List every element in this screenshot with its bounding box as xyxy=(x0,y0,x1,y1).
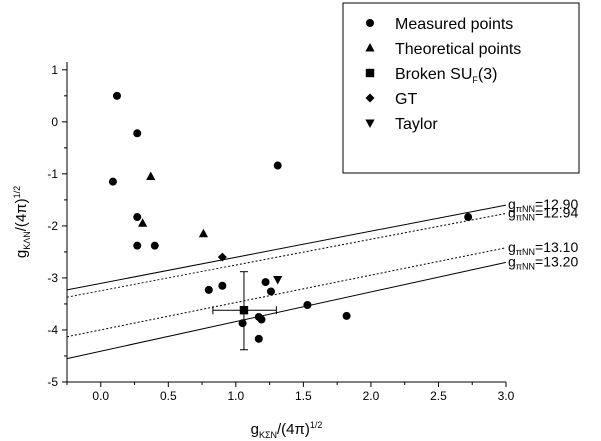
y-axis-title-sup: 1/2 xyxy=(12,186,22,199)
measured-points-point xyxy=(150,241,159,250)
y-tick-label: -1 xyxy=(47,167,58,181)
fit-line-label: gπNN=12.94 xyxy=(508,204,578,222)
measured-points-point xyxy=(218,281,227,290)
x-axis-title-main: g xyxy=(251,421,259,438)
theoretical-points-point xyxy=(198,228,209,238)
taylor-point xyxy=(273,275,283,285)
y-tick-label: 0 xyxy=(51,115,58,129)
measured-points-point xyxy=(257,315,266,324)
fit-line-label: gπNN=13.10 xyxy=(508,239,578,257)
x-tick-label: 1.0 xyxy=(228,389,245,403)
measured-points-point xyxy=(464,213,473,222)
legend-box xyxy=(342,2,580,174)
measured-points-point xyxy=(133,213,142,222)
measured-points-point xyxy=(261,278,270,287)
data-markers xyxy=(108,91,473,351)
legend-label-theoretical-points: Theoretical points xyxy=(395,41,521,58)
legend-label-broken-su-f-3: Broken SUF(3) xyxy=(395,66,497,85)
y-axis-title: gKΛN/(4π)1/2 xyxy=(12,186,32,258)
measured-points-point xyxy=(204,285,213,294)
fit-line-label: gπNN=12.90 xyxy=(508,196,578,214)
legend-label-taylor: Taylor xyxy=(395,116,438,133)
legend-label-gt: GT xyxy=(395,91,417,108)
measured-points-point xyxy=(273,161,282,170)
fit-line-12-94 xyxy=(66,212,507,298)
y-axis-title-tail: /(4π) xyxy=(13,198,30,231)
y-tick-label: -4 xyxy=(47,323,58,337)
y-tick-label: 1 xyxy=(51,63,58,77)
measured-points-point xyxy=(112,91,121,100)
x-tick-label: 1.5 xyxy=(295,389,312,403)
fit-line-13-10 xyxy=(66,247,507,338)
legend: Measured points Theoretical points Broken … xyxy=(342,2,580,174)
x-axis-title: gKΣN/(4π)1/2 xyxy=(251,420,323,440)
y-tick-label: -3 xyxy=(47,271,58,285)
plot-frame xyxy=(66,62,506,383)
measured-points-point xyxy=(342,311,351,320)
x-tick-label: 0.5 xyxy=(160,389,177,403)
x-tick-label: 2.5 xyxy=(430,389,447,403)
legend-marker-theoretical-points xyxy=(365,43,375,52)
legend-marker-broken-su-f-3 xyxy=(365,68,375,78)
theoretical-points-point xyxy=(146,171,156,180)
theoretical-points-point xyxy=(138,218,148,227)
measured-points-point xyxy=(108,177,117,186)
legend-marker-measured-points xyxy=(366,19,374,27)
measured-points-point xyxy=(254,334,263,343)
legend-marker-gt xyxy=(365,93,375,103)
measured-points-point xyxy=(238,319,247,328)
x-tick-label: 3.0 xyxy=(498,389,515,403)
legend-label-measured-points: Measured points xyxy=(395,16,513,33)
broken-su-f-3-point xyxy=(239,305,249,315)
fit-line-label: gπNN=13.20 xyxy=(508,253,578,271)
y-axis-title-sub: KΛN xyxy=(22,231,32,250)
x-axis-title-sup: 1/2 xyxy=(310,420,323,430)
axis-ticks: 0.0 0.5 1.0 1.5 2.0 2.5 3.0 -5 -4 -3 -2 -1 0 1 xyxy=(47,63,514,403)
x-tick-label: 2.0 xyxy=(363,389,380,403)
y-tick-label: -2 xyxy=(47,219,58,233)
measured-points-point xyxy=(133,241,142,250)
legend-marker-taylor xyxy=(365,119,375,128)
measured-points-point xyxy=(266,287,275,296)
x-axis-title-tail: /(4π) xyxy=(277,421,310,438)
x-tick-label: 0.0 xyxy=(92,389,109,403)
y-axis-title-main: g xyxy=(13,250,30,258)
y-tick-label: -5 xyxy=(47,375,58,389)
fit-line-12-90 xyxy=(66,204,507,291)
gt-point xyxy=(217,252,227,262)
measured-points-point xyxy=(133,129,142,138)
fit-line-13-20 xyxy=(66,261,507,360)
x-axis-title-sub: KΣN xyxy=(259,430,277,440)
measured-points-point xyxy=(303,300,312,309)
